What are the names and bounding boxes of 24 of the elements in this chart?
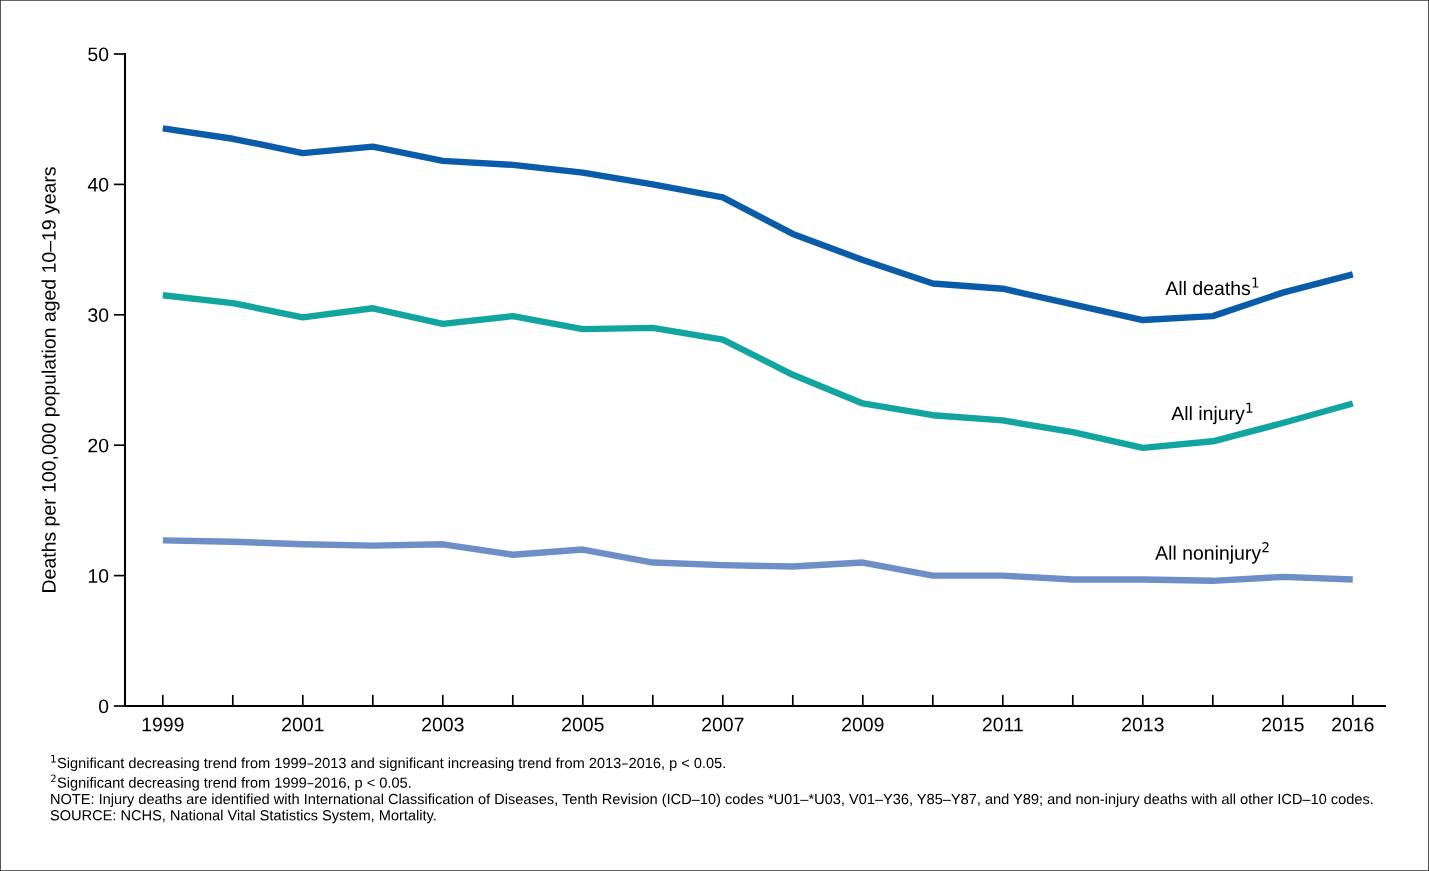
y-tick-label: 50 [88, 47, 109, 62]
x-tick-label: 2015 [1262, 717, 1304, 732]
series-label: All deaths$^{1}$ [1165, 277, 1259, 296]
y-tick-label: 0 [98, 699, 109, 714]
x-tick-label: 2011 [982, 717, 1023, 732]
series-label: All injury$^{1}$ [1171, 402, 1253, 425]
text: NOTE: Injury deaths are identified with International Classification of Diseases, Tenth Revision (ICD–10) codes *U01–*U03, V01–Y36, Y85–Y87, and Y89; and non-injury deaths with all other ICD–10 codes. [51, 793, 1373, 808]
text: $^{1}$Significant decreasing trend from 1999–2013 and significant increasing trend from 2013–2016, p < 0.05. [51, 755, 725, 772]
x-tick-label: 2009 [842, 717, 884, 732]
x-tick-label: 2013 [1122, 717, 1164, 732]
y-tick-label: 10 [88, 569, 109, 583]
text: $^{2}$Significant decreasing trend from 1999–2016, p < 0.05. [50, 774, 411, 791]
x-tick-label: 2016 [1332, 717, 1374, 732]
series-label: All noninjury$^{2}$ [1155, 542, 1269, 564]
x-tick-label: 2005 [562, 717, 604, 732]
y-axis-title: Deaths per 100,000 population aged 10–19 years [41, 167, 60, 592]
y-tick-label: 30 [88, 308, 109, 323]
y-tick-label: 40 [87, 177, 109, 192]
x-tick-label: 1999 [142, 717, 184, 732]
y-tick-label: 20 [88, 438, 109, 453]
x-tick-label: 2007 [702, 717, 744, 732]
x-tick-label: 2001 [282, 717, 324, 732]
source-note: SOURCE: NCHS, National Vital Statistics System, Mortality. [50, 809, 436, 824]
x-tick-label: 2003 [422, 717, 464, 732]
